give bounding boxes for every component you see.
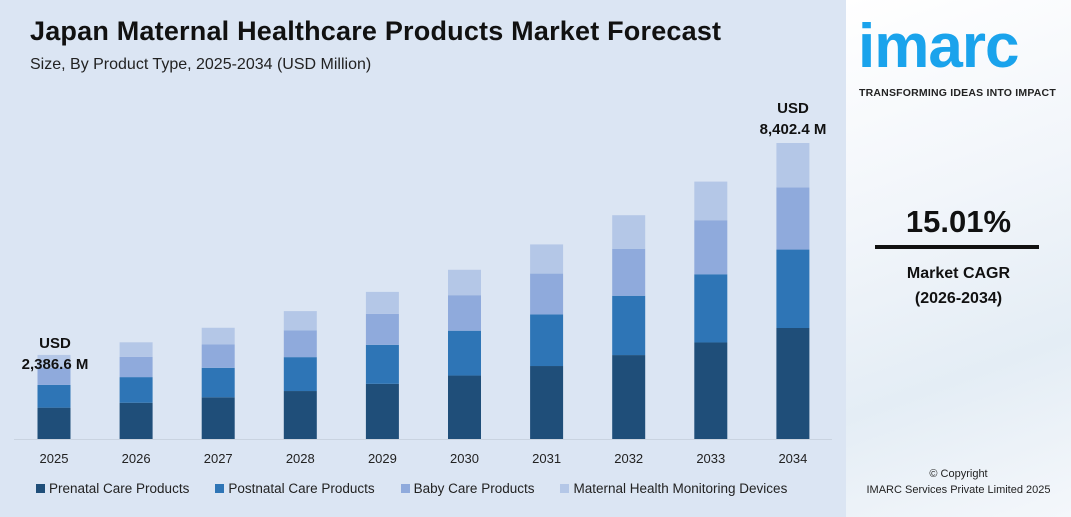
x-tick-label: 2026 xyxy=(122,451,151,466)
bar-segment-2029-0 xyxy=(365,383,399,439)
copyright-line2: IMARC Services Private Limited 2025 xyxy=(866,484,1051,496)
legend-item: Prenatal Care Products xyxy=(36,481,189,496)
bar-segment-2033-0 xyxy=(694,342,728,439)
bar-segment-2025-3 xyxy=(37,354,71,368)
bar-segment-2027-3 xyxy=(201,327,235,345)
bar-segment-2029-1 xyxy=(365,344,399,384)
bar-segment-2028-3 xyxy=(283,311,317,331)
cagr-label-line2: (2026-2034) xyxy=(914,290,1003,307)
divider xyxy=(875,245,1039,249)
bar-segment-2029-2 xyxy=(365,313,399,345)
bar-segment-2026-0 xyxy=(119,402,153,439)
annotation-2034: USD 8,402.4 M xyxy=(748,98,838,140)
cagr-label-line1: Market CAGR xyxy=(906,265,1011,282)
bar-segment-2034-1 xyxy=(776,249,810,328)
x-tick-label: 2030 xyxy=(450,451,479,466)
x-tick-label: 2034 xyxy=(778,451,807,466)
annotation-line2: 8,402.4 M xyxy=(759,121,827,138)
chart-subtitle: Size, By Product Type, 2025-2034 (USD Mi… xyxy=(30,56,372,73)
legend-label: Maternal Health Monitoring Devices xyxy=(573,481,788,496)
legend-swatch xyxy=(36,484,45,493)
x-tick-label: 2025 xyxy=(40,451,69,466)
bar-segment-2032-0 xyxy=(612,355,646,439)
bar-segment-2026-2 xyxy=(119,356,153,378)
bar-segment-2029-3 xyxy=(365,291,399,314)
bar-segment-2031-1 xyxy=(530,314,564,367)
bar-segment-2030-2 xyxy=(448,295,481,331)
bar-segment-2028-2 xyxy=(283,330,317,358)
bar-segment-2027-2 xyxy=(201,344,235,368)
legend-label: Prenatal Care Products xyxy=(49,481,190,496)
x-tick-label: 2032 xyxy=(614,451,643,466)
chart-title: Japan Maternal Healthcare Products Marke… xyxy=(30,16,722,46)
legend-item: Baby Care Products xyxy=(400,481,535,496)
bar-segment-2028-1 xyxy=(283,357,317,392)
x-tick-label: 2028 xyxy=(286,451,315,466)
annotation-line1: USD xyxy=(39,335,71,352)
x-tick-label: 2033 xyxy=(696,451,725,466)
legend-label: Baby Care Products xyxy=(413,481,535,496)
cagr-label: Market CAGR (2026-2034) xyxy=(846,261,1071,311)
bar-segment-2032-2 xyxy=(612,248,646,296)
annotation-line2: 2,386.6 M xyxy=(21,356,89,373)
bar-segment-2027-0 xyxy=(201,397,235,439)
legend: Prenatal Care Products Postnatal Care Pro… xyxy=(36,481,787,496)
bar-segment-2030-1 xyxy=(448,330,481,376)
bar-segment-2031-3 xyxy=(530,244,564,274)
bar-segment-2034-2 xyxy=(776,187,810,250)
legend-swatch xyxy=(560,484,570,493)
legend-swatch xyxy=(400,484,410,493)
imarc-logo: imarc xyxy=(858,12,1019,81)
bar-segment-2030-3 xyxy=(448,269,481,296)
legend-swatch xyxy=(215,484,225,493)
bar-segment-2031-0 xyxy=(530,366,564,439)
legend-item: Maternal Health Monitoring Devices xyxy=(560,481,787,496)
copyright-line1: © Copyright xyxy=(929,468,988,480)
bar-segment-2025-2 xyxy=(37,367,71,385)
annotation-2025: USD 2,386.6 M xyxy=(10,333,100,375)
copyright: © Copyright IMARC Services Private Limit… xyxy=(846,466,1071,498)
bar-segment-2033-3 xyxy=(694,181,728,221)
annotation-line1: USD xyxy=(777,100,809,117)
bar-segment-2032-3 xyxy=(612,215,646,249)
brand-tagline: TRANSFORMING IDEAS INTO IMPACT xyxy=(859,87,1056,99)
bar-segment-2033-1 xyxy=(694,274,728,343)
bar-segment-2025-1 xyxy=(37,384,71,408)
stacked-bar-chart: 2025 2026 2027 2028 2029 2030 2031 2032 2033 2034 xyxy=(14,143,832,466)
x-tick-label: 2031 xyxy=(532,451,561,466)
bar-segment-2025-0 xyxy=(37,407,71,439)
bar-segment-2026-1 xyxy=(119,377,153,403)
cagr-value: 15.01% xyxy=(905,204,1012,239)
bar-segment-2027-1 xyxy=(201,367,235,398)
bar-segment-2026-3 xyxy=(119,342,153,357)
info-panel: imarc TRANSFORMING IDEAS INTO IMPACT 15.… xyxy=(846,0,1071,517)
bar-segment-2031-2 xyxy=(530,273,564,315)
x-tick-label: 2029 xyxy=(368,451,397,466)
bar-segment-2030-0 xyxy=(448,375,481,439)
bar-segment-2032-1 xyxy=(612,295,646,356)
x-tick-label: 2027 xyxy=(204,451,233,466)
chart-panel: Japan Maternal Healthcare Products Marke… xyxy=(0,0,846,517)
legend-label: Postnatal Care Products xyxy=(228,481,375,496)
bar-segment-2034-0 xyxy=(776,328,810,439)
bar-segment-2033-2 xyxy=(694,220,728,275)
legend-item: Postnatal Care Products xyxy=(215,481,375,496)
bar-segment-2034-3 xyxy=(776,143,810,188)
bar-segment-2028-0 xyxy=(283,391,317,439)
